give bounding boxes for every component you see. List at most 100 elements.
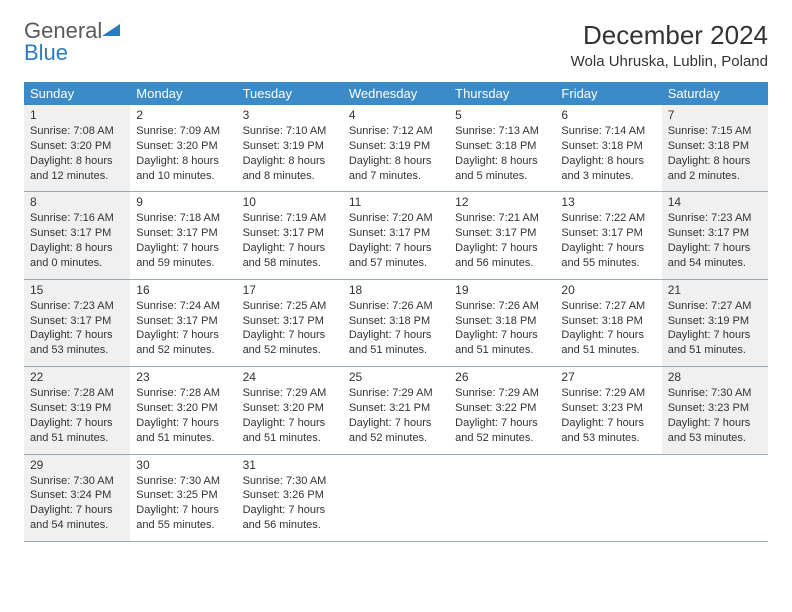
calendar-cell: 12Sunrise: 7:21 AMSunset: 3:17 PMDayligh… [449, 192, 555, 278]
day-number: 31 [243, 458, 337, 472]
day-number: 20 [561, 283, 655, 297]
daylight-line: Daylight: 7 hours and 51 minutes. [136, 417, 219, 444]
calendar-week: 15Sunrise: 7:23 AMSunset: 3:17 PMDayligh… [24, 280, 768, 367]
sunrise-line: Sunrise: 7:23 AM [668, 212, 752, 224]
day-info: Sunrise: 7:30 AMSunset: 3:25 PMDaylight:… [136, 474, 230, 533]
location-text: Wola Uhruska, Lublin, Poland [571, 53, 768, 70]
sunrise-line: Sunrise: 7:27 AM [561, 300, 645, 312]
calendar-cell: 27Sunrise: 7:29 AMSunset: 3:23 PMDayligh… [555, 367, 661, 453]
calendar-cell: 17Sunrise: 7:25 AMSunset: 3:17 PMDayligh… [237, 280, 343, 366]
day-info: Sunrise: 7:27 AMSunset: 3:18 PMDaylight:… [561, 299, 655, 358]
calendar-week: 29 Sunrise: 7:30 AM Sunset: 3:24 PM Dayligh… [24, 455, 768, 542]
calendar-week: 22Sunrise: 7:28 AMSunset: 3:19 PMDayligh… [24, 367, 768, 454]
daylight-line: Daylight: 7 hours and 52 minutes. [455, 417, 538, 444]
calendar-cell: 28Sunrise: 7:30 AMSunset: 3:23 PMDayligh… [662, 367, 768, 453]
calendar-cell: 24Sunrise: 7:29 AMSunset: 3:20 PMDayligh… [237, 367, 343, 453]
day-info: Sunrise: 7:14 AMSunset: 3:18 PMDaylight:… [561, 124, 655, 183]
sunset-line: Sunset: 3:18 PM [455, 315, 536, 327]
sunset-line: Sunset: 3:19 PM [668, 315, 749, 327]
logo-triangle-icon [102, 20, 120, 42]
calendar-cell: 5Sunrise: 7:13 AMSunset: 3:18 PMDaylight… [449, 105, 555, 191]
sunrise-line: Sunrise: 7:22 AM [561, 212, 645, 224]
day-number: 29 [30, 458, 124, 472]
daylight-line: Daylight: 8 hours and 5 minutes. [455, 155, 538, 182]
sunrise-line: Sunrise: 7:28 AM [30, 387, 114, 399]
calendar-cell: 4 Sunrise: 7:12 AMSunset: 3:19 PMDaylight… [343, 105, 449, 191]
sunrise-line: Sunrise: 7:21 AM [455, 212, 539, 224]
calendar-cell: 7Sunrise: 7:15 AMSunset: 3:18 PMDaylight… [662, 105, 768, 191]
day-number: 1 [30, 108, 124, 122]
daylight-line: Daylight: 7 hours and 57 minutes. [349, 242, 432, 269]
calendar-cell: 14Sunrise: 7:23 AMSunset: 3:17 PMDayligh… [662, 192, 768, 278]
sunset-line: Sunset: 3:17 PM [30, 315, 111, 327]
daylight-line: Daylight: 8 hours and 0 minutes. [30, 242, 113, 269]
calendar-body: 1 Sunrise: 7:08 AM Sunset: 3:20 PM Daylight… [24, 105, 768, 542]
day-number: 30 [136, 458, 230, 472]
day-number: 17 [243, 283, 337, 297]
daylight-line: Daylight: 7 hours and 55 minutes. [136, 504, 219, 531]
daylight-line: Daylight: 7 hours and 59 minutes. [136, 242, 219, 269]
day-number: 16 [136, 283, 230, 297]
day-info: Sunrise: 7:26 AMSunset: 3:18 PMDaylight:… [455, 299, 549, 358]
sunset-line: Sunset: 3:20 PM [136, 140, 217, 152]
day-number: 22 [30, 370, 124, 384]
daylight-line: Daylight: 7 hours and 51 minutes. [455, 329, 538, 356]
daylight-line: Daylight: 7 hours and 51 minutes. [30, 417, 113, 444]
calendar-cell: 9Sunrise: 7:18 AMSunset: 3:17 PMDaylight… [130, 192, 236, 278]
day-header-cell: Friday [555, 82, 661, 105]
calendar-cell [343, 455, 449, 541]
sunset-line: Sunset: 3:17 PM [349, 227, 430, 239]
sunrise-line: Sunrise: 7:29 AM [561, 387, 645, 399]
sunset-line: Sunset: 3:20 PM [136, 402, 217, 414]
sunset-line: Sunset: 3:17 PM [136, 227, 217, 239]
sunrise-line: Sunrise: 7:20 AM [349, 212, 433, 224]
day-info: Sunrise: 7:16 AMSunset: 3:17 PMDaylight:… [30, 211, 124, 270]
sunrise-line: Sunrise: 7:30 AM [243, 475, 327, 487]
calendar-cell: 2Sunrise: 7:09 AMSunset: 3:20 PMDaylight… [130, 105, 236, 191]
calendar-cell: 15Sunrise: 7:23 AMSunset: 3:17 PMDayligh… [24, 280, 130, 366]
sunrise-line: Sunrise: 7:08 AM [30, 125, 114, 137]
daylight-line: Daylight: 7 hours and 51 minutes. [668, 329, 751, 356]
day-info: Sunrise: 7:30 AMSunset: 3:26 PMDaylight:… [243, 474, 337, 533]
daylight-line: Daylight: 8 hours and 12 minutes. [30, 155, 113, 182]
day-number: 11 [349, 195, 443, 209]
day-header-row: SundayMondayTuesdayWednesdayThursdayFrid… [24, 82, 768, 105]
sunset-line: Sunset: 3:18 PM [561, 140, 642, 152]
header: General Blue December 2024 Wola Uhruska,… [24, 20, 768, 70]
calendar-cell: 1 Sunrise: 7:08 AM Sunset: 3:20 PM Daylight… [24, 105, 130, 191]
sunrise-line: Sunrise: 7:26 AM [349, 300, 433, 312]
sunset-line: Sunset: 3:24 PM [30, 489, 111, 501]
calendar-cell [662, 455, 768, 541]
day-number: 26 [455, 370, 549, 384]
calendar-cell: 26Sunrise: 7:29 AMSunset: 3:22 PMDayligh… [449, 367, 555, 453]
day-info: Sunrise: 7:12 AMSunset: 3:19 PMDaylight:… [349, 124, 443, 183]
day-info: Sunrise: 7:29 AMSunset: 3:23 PMDaylight:… [561, 386, 655, 445]
sunrise-line: Sunrise: 7:16 AM [30, 212, 114, 224]
sunrise-line: Sunrise: 7:29 AM [349, 387, 433, 399]
month-title: December 2024 [571, 20, 768, 51]
day-info: Sunrise: 7:20 AM Sunset: 3:17 PM Daylight:… [349, 211, 443, 270]
day-info: Sunrise: 7:29 AMSunset: 3:21 PMDaylight:… [349, 386, 443, 445]
day-info: Sunrise: 7:27 AMSunset: 3:19 PMDaylight:… [668, 299, 762, 358]
daylight-line: Daylight: 7 hours and 53 minutes. [668, 417, 751, 444]
calendar-cell: 18Sunrise: 7:26 AMSunset: 3:18 PMDayligh… [343, 280, 449, 366]
calendar-cell: 13Sunrise: 7:22 AMSunset: 3:17 PMDayligh… [555, 192, 661, 278]
day-number: 12 [455, 195, 549, 209]
daylight-line: Daylight: 7 hours and 51 minutes. [561, 329, 644, 356]
logo: General Blue [24, 20, 120, 64]
sunset-line: Sunset: 3:17 PM [243, 227, 324, 239]
daylight-line: Daylight: 7 hours and 54 minutes. [668, 242, 751, 269]
day-number: 2 [136, 108, 230, 122]
day-info: Sunrise: 7:10 AMSunset: 3:19 PMDaylight:… [243, 124, 337, 183]
day-header-cell: Monday [130, 82, 236, 105]
calendar-cell: 23Sunrise: 7:28 AMSunset: 3:20 PMDayligh… [130, 367, 236, 453]
day-number: 5 [455, 108, 549, 122]
calendar-cell: 25Sunrise: 7:29 AMSunset: 3:21 PMDayligh… [343, 367, 449, 453]
day-number: 4 [349, 108, 443, 122]
sunset-line: Sunset: 3:25 PM [136, 489, 217, 501]
sunset-line: Sunset: 3:20 PM [30, 140, 111, 152]
daylight-line: Daylight: 7 hours and 51 minutes. [243, 417, 326, 444]
sunrise-line: Sunrise: 7:14 AM [561, 125, 645, 137]
sunrise-line: Sunrise: 7:18 AM [136, 212, 220, 224]
day-number: 8 [30, 195, 124, 209]
